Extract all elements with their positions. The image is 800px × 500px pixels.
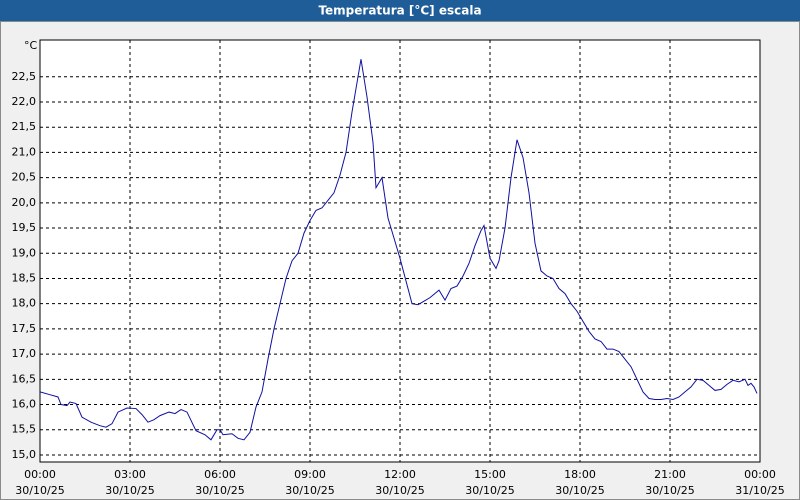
y-tick-label: 16,0 (12, 398, 37, 411)
y-tick-label: 16,5 (12, 372, 37, 385)
y-tick-label: 21,0 (12, 145, 37, 158)
x-tick-label: 00:00 (24, 468, 56, 481)
y-tick-label: 15,0 (12, 448, 37, 461)
y-tick-label: 22,0 (12, 95, 37, 108)
plot-border (39, 39, 761, 463)
chart-title: Temperatura [°C] escala (318, 4, 481, 18)
x-tick-date: 30/10/25 (555, 484, 604, 497)
x-tick-label: 09:00 (294, 468, 326, 481)
y-tick-label: 18,0 (12, 297, 37, 310)
x-tick-label: 03:00 (114, 468, 146, 481)
title-bar (0, 0, 800, 21)
x-tick-label: 12:00 (384, 468, 416, 481)
y-tick-label: 20,5 (12, 171, 37, 184)
y-tick-label: 18,5 (12, 271, 37, 284)
y-tick-label: 22,5 (12, 70, 37, 83)
x-tick-date: 30/10/25 (375, 484, 424, 497)
y-axis-label: °C (24, 39, 38, 52)
x-tick-label: 00:00 (744, 468, 776, 481)
y-tick-label: 21,5 (12, 120, 37, 133)
y-tick-label: 15,5 (12, 423, 37, 436)
data-line (39, 59, 758, 441)
x-tick-date: 30/10/25 (645, 484, 694, 497)
x-tick-date: 31/10/25 (735, 484, 784, 497)
y-tick-label: 17,0 (12, 347, 37, 360)
x-tick-date: 30/10/25 (15, 484, 64, 497)
y-tick-label: 19,5 (12, 221, 37, 234)
x-tick-label: 18:00 (564, 468, 596, 481)
x-tick-date: 30/10/25 (195, 484, 244, 497)
y-tick-label: 19,0 (12, 246, 37, 259)
x-tick-date: 30/10/25 (105, 484, 154, 497)
x-tick-label: 06:00 (204, 468, 236, 481)
x-tick-date: 30/10/25 (465, 484, 514, 497)
x-tick-label: 21:00 (654, 468, 686, 481)
y-tick-label: 17,5 (12, 322, 37, 335)
x-tick-label: 15:00 (474, 468, 506, 481)
y-tick-label: 20,0 (12, 196, 37, 209)
x-tick-date: 30/10/25 (285, 484, 334, 497)
